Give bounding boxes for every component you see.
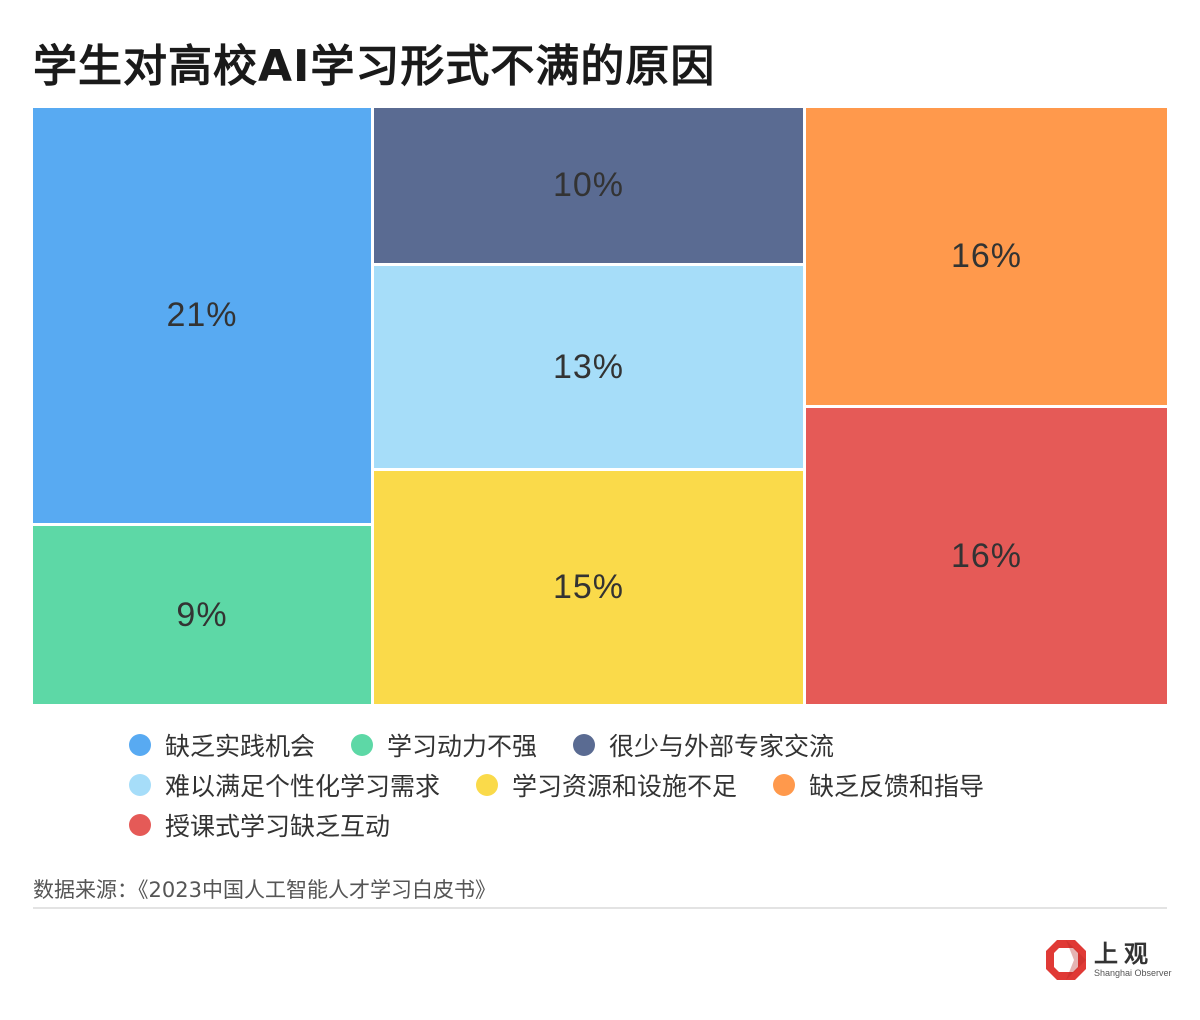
data-source: 数据来源：《2023中国人工智能人才学习白皮书》 (33, 878, 496, 902)
legend-swatch-icon (773, 774, 796, 796)
legend-item: 很少与外部专家交流 (573, 727, 834, 763)
legend-label: 缺乏反馈和指导 (809, 772, 985, 801)
legend-item: 学习资源和设施不足 (476, 767, 737, 803)
treemap-cell-value-label: 9% (176, 595, 228, 634)
treemap-cell-value-label: 16% (950, 237, 1023, 275)
logo-mark-icon (1046, 940, 1086, 980)
legend-swatch-icon (129, 814, 151, 836)
legend-swatch-icon (129, 774, 151, 796)
legend-item: 难以满足个性化学习需求 (129, 767, 440, 803)
legend-label: 缺乏实践机会 (165, 732, 316, 761)
treemap-cell: 10% (374, 108, 803, 263)
treemap-cell: 16% (806, 108, 1167, 405)
treemap-cell: 21% (33, 108, 371, 523)
legend-row: 难以满足个性化学习需求 学习资源和设施不足 缺乏反馈和指导 (129, 765, 1169, 805)
treemap-cell-value-label: 16% (950, 536, 1023, 575)
treemap-cell-value-label: 10% (552, 166, 625, 204)
legend-swatch-icon (351, 734, 374, 756)
treemap-cell: 15% (374, 471, 803, 704)
legend-item: 缺乏反馈和指导 (773, 767, 984, 803)
logo-english-text: Shanghai Observer (1094, 968, 1172, 978)
legend-label: 难以满足个性化学习需求 (165, 772, 441, 801)
treemap-cell: 13% (374, 266, 803, 468)
legend-swatch-icon (476, 774, 499, 796)
legend-label: 学习动力不强 (387, 732, 538, 761)
legend-swatch-icon (129, 734, 151, 756)
legend-label: 很少与外部专家交流 (609, 732, 835, 761)
divider (33, 907, 1167, 909)
legend-item: 学习动力不强 (351, 727, 537, 763)
legend-row: 缺乏实践机会 学习动力不强 很少与外部专家交流 (129, 725, 1169, 765)
treemap: 21% 9% 10% 13% 15% 16% 16% (33, 108, 1167, 704)
brand-logo: 上观 Shanghai Observer (1044, 938, 1172, 982)
legend-label: 学习资源和设施不足 (512, 772, 738, 801)
treemap-cell-value-label: 21% (166, 296, 238, 334)
legend-item: 授课式学习缺乏互动 (129, 807, 390, 843)
legend-item: 缺乏实践机会 (129, 727, 315, 763)
legend-label: 授课式学习缺乏互动 (165, 812, 391, 841)
logo-chinese-text: 上观 (1094, 939, 1154, 968)
legend-swatch-icon (573, 734, 596, 756)
treemap-cell-value-label: 13% (552, 347, 625, 386)
treemap-cell: 9% (33, 526, 371, 704)
legend-row: 授课式学习缺乏互动 (129, 805, 1169, 845)
chart-title: 学生对高校AI学习形式不满的原因 (33, 41, 716, 92)
treemap-cell: 16% (806, 408, 1167, 704)
treemap-cell-value-label: 15% (552, 568, 625, 606)
legend: 缺乏实践机会 学习动力不强 很少与外部专家交流难以满足个性化学习需求 学习资源和设施不… (129, 725, 1169, 845)
